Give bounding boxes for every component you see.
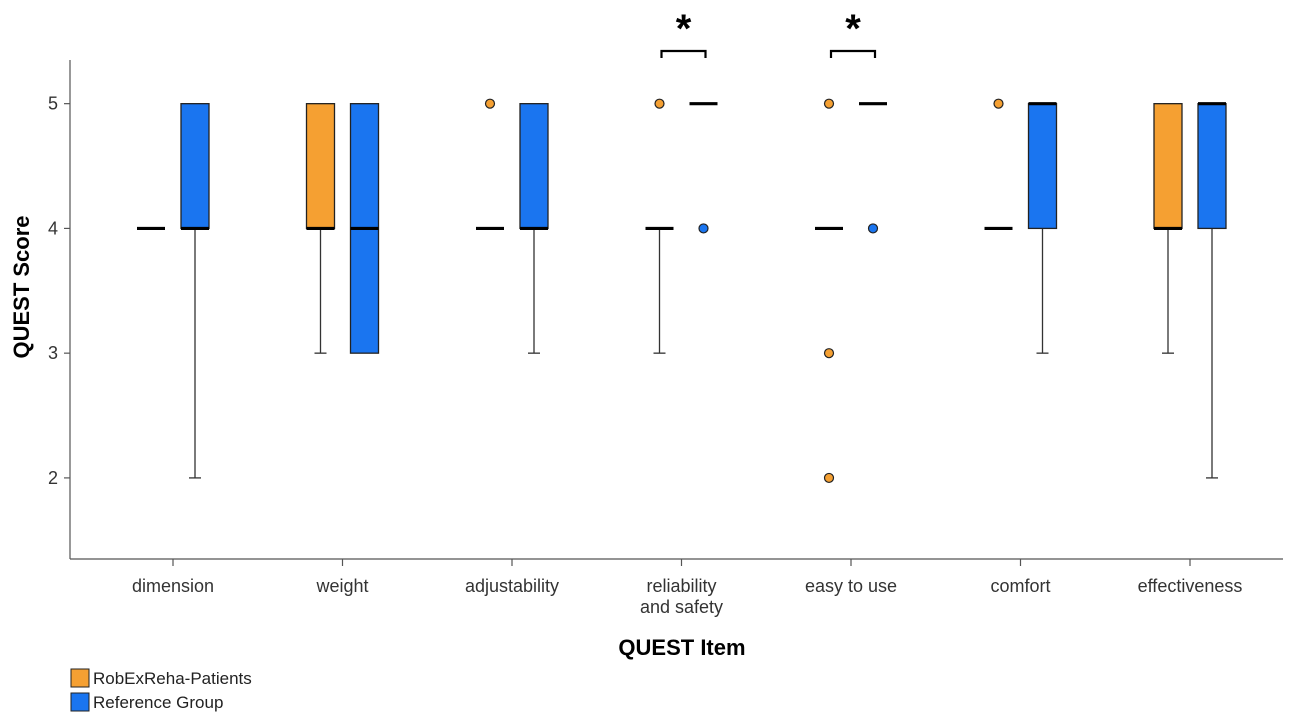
outlier-point [484, 98, 496, 109]
box [180, 103, 210, 230]
x-tick-label: weight [315, 576, 368, 596]
y-axis-title: QUEST Score [9, 215, 34, 358]
legend-swatch [70, 692, 90, 712]
legend-label: RobExReha-Patients [93, 669, 252, 688]
outlier-point [823, 98, 835, 109]
x-tick-label: adjustability [465, 576, 559, 596]
y-tick-label: 5 [48, 94, 58, 114]
legend-swatch [70, 668, 90, 688]
legend: RobExReha-Patients Reference Group [70, 668, 252, 712]
plot-area: 2 3 4 5 dimension weight adjustability reliabil… [48, 7, 1283, 617]
outlier-point [823, 472, 835, 484]
significance-bracket [829, 49, 877, 58]
x-tick-label: reliability [646, 576, 716, 596]
outlier-point [823, 348, 835, 359]
outlier-point [654, 98, 665, 109]
outlier-point [698, 223, 709, 234]
x-tick-label: and safety [640, 597, 723, 617]
x-tick-label: comfort [990, 576, 1050, 596]
y-tick-label: 2 [48, 468, 58, 488]
legend-label: Reference Group [93, 693, 223, 712]
significance-star: * [676, 7, 692, 51]
x-tick-label: dimension [132, 576, 214, 596]
box [1197, 103, 1227, 230]
outlier-point [867, 223, 879, 234]
x-tick-label: easy to use [805, 576, 897, 596]
y-tick-label: 4 [48, 218, 58, 238]
y-tick-label: 3 [48, 343, 58, 363]
x-tick-label: effectiveness [1138, 576, 1243, 596]
x-axis-title: QUEST Item [618, 635, 745, 660]
outlier-point [993, 98, 1004, 109]
box [1027, 103, 1058, 230]
box [1153, 103, 1183, 230]
significance-bracket [660, 49, 707, 58]
significance-star: * [845, 7, 861, 51]
box [305, 103, 336, 230]
box [519, 103, 549, 230]
